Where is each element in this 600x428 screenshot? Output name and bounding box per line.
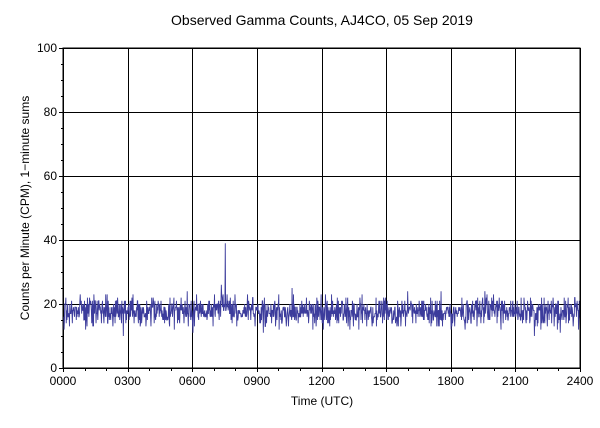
x-tick-label-0: 0000 — [50, 374, 77, 388]
y-axis-label: Counts per Minute (CPM), 1−minute sums — [18, 96, 32, 320]
x-tick-label-8: 2400 — [567, 374, 594, 388]
y-tick-label-0: 0 — [50, 361, 57, 375]
x-tick-label-2: 0600 — [179, 374, 206, 388]
x-tick-labels: 0000 0300 0600 0900 1200 1500 1800 2100 2400 — [50, 374, 594, 388]
axis-ticks — [59, 48, 581, 372]
x-tick-label-7: 2100 — [502, 374, 529, 388]
x-tick-label-6: 1800 — [437, 374, 464, 388]
x-tick-label-1: 0300 — [114, 374, 141, 388]
chart-title: Observed Gamma Counts, AJ4CO, 05 Sep 201… — [171, 12, 473, 28]
y-tick-label-2: 40 — [44, 233, 58, 247]
x-tick-label-4: 1200 — [308, 374, 335, 388]
y-tick-label-3: 60 — [44, 169, 58, 183]
series-line-gamma-cpm — [62, 243, 581, 337]
x-axis-label: Time (UTC) — [291, 394, 353, 408]
y-tick-label-5: 100 — [37, 41, 57, 55]
x-tick-label-3: 0900 — [244, 374, 271, 388]
y-tick-label-1: 20 — [44, 297, 58, 311]
plot-frame — [62, 47, 581, 369]
y-tick-labels: 0 20 40 60 80 100 — [37, 41, 57, 375]
x-tick-label-5: 1500 — [373, 374, 400, 388]
y-tick-label-4: 80 — [44, 105, 58, 119]
